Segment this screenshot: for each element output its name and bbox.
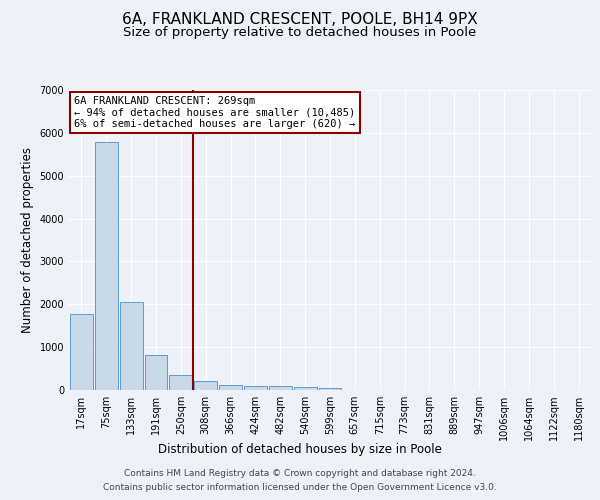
Bar: [319, 388, 341, 390]
Bar: [294, 387, 317, 390]
Text: Size of property relative to detached houses in Poole: Size of property relative to detached ho…: [124, 26, 476, 39]
Bar: [120, 302, 143, 390]
Bar: [269, 386, 292, 390]
Y-axis label: Number of detached properties: Number of detached properties: [21, 147, 34, 333]
Text: 6A, FRANKLAND CRESCENT, POOLE, BH14 9PX: 6A, FRANKLAND CRESCENT, POOLE, BH14 9PX: [122, 12, 478, 28]
Bar: [244, 386, 267, 390]
Bar: [95, 142, 118, 390]
Text: 6A FRANKLAND CRESCENT: 269sqm
← 94% of detached houses are smaller (10,485)
6% o: 6A FRANKLAND CRESCENT: 269sqm ← 94% of d…: [74, 96, 355, 129]
Bar: [70, 314, 93, 390]
Bar: [145, 355, 167, 390]
Text: Contains HM Land Registry data © Crown copyright and database right 2024.: Contains HM Land Registry data © Crown c…: [124, 468, 476, 477]
Bar: [219, 385, 242, 390]
Bar: [169, 374, 192, 390]
Text: Distribution of detached houses by size in Poole: Distribution of detached houses by size …: [158, 442, 442, 456]
Text: Contains public sector information licensed under the Open Government Licence v3: Contains public sector information licen…: [103, 484, 497, 492]
Bar: [194, 382, 217, 390]
